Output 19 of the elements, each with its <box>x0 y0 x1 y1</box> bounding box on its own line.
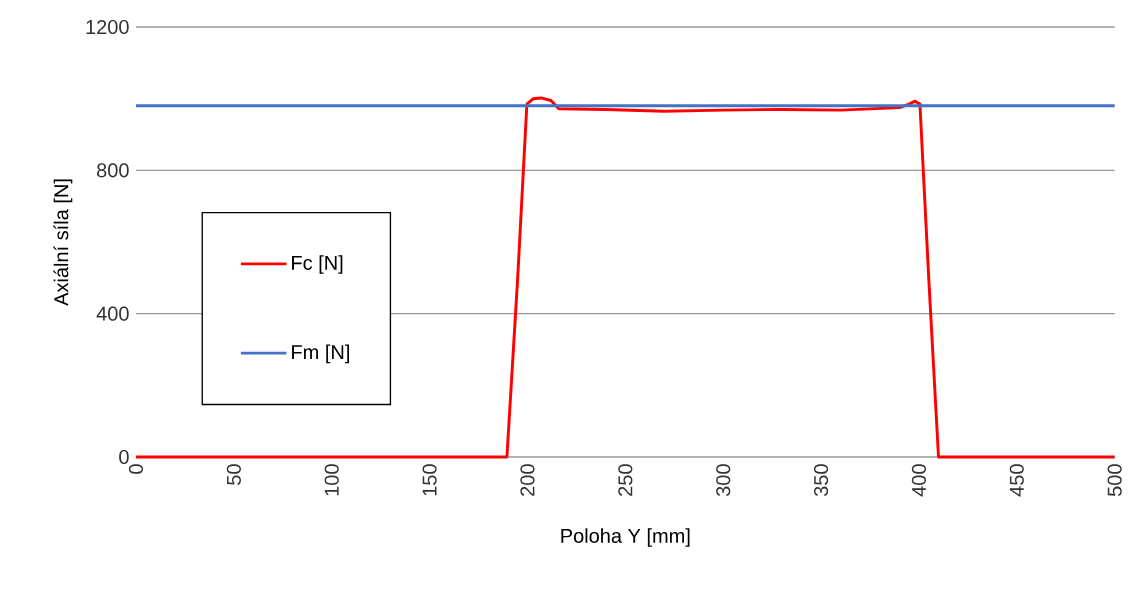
y-axis-title: Axiální síla [N] <box>53 179 73 306</box>
x-axis-title: Poloha Y [mm] <box>561 528 690 547</box>
x-tick-label: 300 <box>716 464 731 497</box>
y-tick-label: 800 <box>97 163 129 178</box>
x-tick-label: 400 <box>911 464 927 497</box>
y-tick-label: 400 <box>96 306 129 321</box>
legend-label: Fm [N] <box>292 344 349 364</box>
legend-label: Fc [N] <box>292 255 343 274</box>
x-tick-label: 500 <box>1107 464 1122 497</box>
y-tick-label: 1200 <box>86 19 129 35</box>
x-tick-label: 100 <box>324 464 339 496</box>
x-tick-label: 250 <box>618 464 633 496</box>
x-tick-label: 50 <box>226 464 241 485</box>
x-tick-label: 150 <box>422 464 437 496</box>
x-tick-label: 350 <box>813 464 829 497</box>
x-tick-label: 450 <box>1009 464 1024 497</box>
x-tick-label: 200 <box>520 464 535 496</box>
y-tick-label: 0 <box>119 449 129 465</box>
x-tick-label: 0 <box>128 464 144 474</box>
